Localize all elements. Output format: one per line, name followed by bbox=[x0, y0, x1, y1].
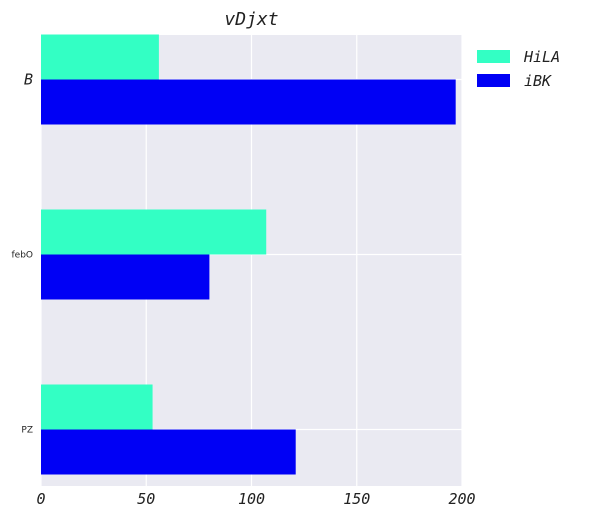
legend-label-iBK: iBK bbox=[524, 72, 552, 90]
x-tick-label-4: 200 bbox=[448, 490, 475, 508]
bars bbox=[41, 34, 456, 475]
y-tick-label-1: febO bbox=[11, 251, 33, 261]
y-tick-label-2: PZ bbox=[21, 426, 33, 436]
x-tick-label-2: 100 bbox=[238, 490, 265, 508]
bar-HiLA-PZ bbox=[41, 384, 153, 430]
chart-title: vDjxt bbox=[224, 9, 278, 30]
x-tick-label-1: 50 bbox=[137, 490, 155, 508]
bar-iBK-PZ bbox=[41, 429, 296, 475]
bar-iBK-B bbox=[41, 79, 456, 125]
bar-HiLA-B bbox=[41, 34, 159, 80]
bar-HiLA-febO bbox=[41, 209, 267, 255]
legend: HiLA iBK bbox=[477, 48, 560, 90]
y-tick-label-0: B bbox=[24, 71, 33, 89]
x-tick-label-3: 150 bbox=[343, 490, 370, 508]
legend-swatch-HiLA bbox=[477, 50, 510, 63]
x-tick-label-0: 0 bbox=[36, 490, 45, 508]
legend-swatch-iBK bbox=[477, 74, 510, 87]
x-axis-ticks: 0 50 100 150 200 bbox=[36, 490, 475, 508]
bar-iBK-febO bbox=[41, 254, 210, 300]
legend-label-HiLA: HiLA bbox=[523, 48, 560, 66]
